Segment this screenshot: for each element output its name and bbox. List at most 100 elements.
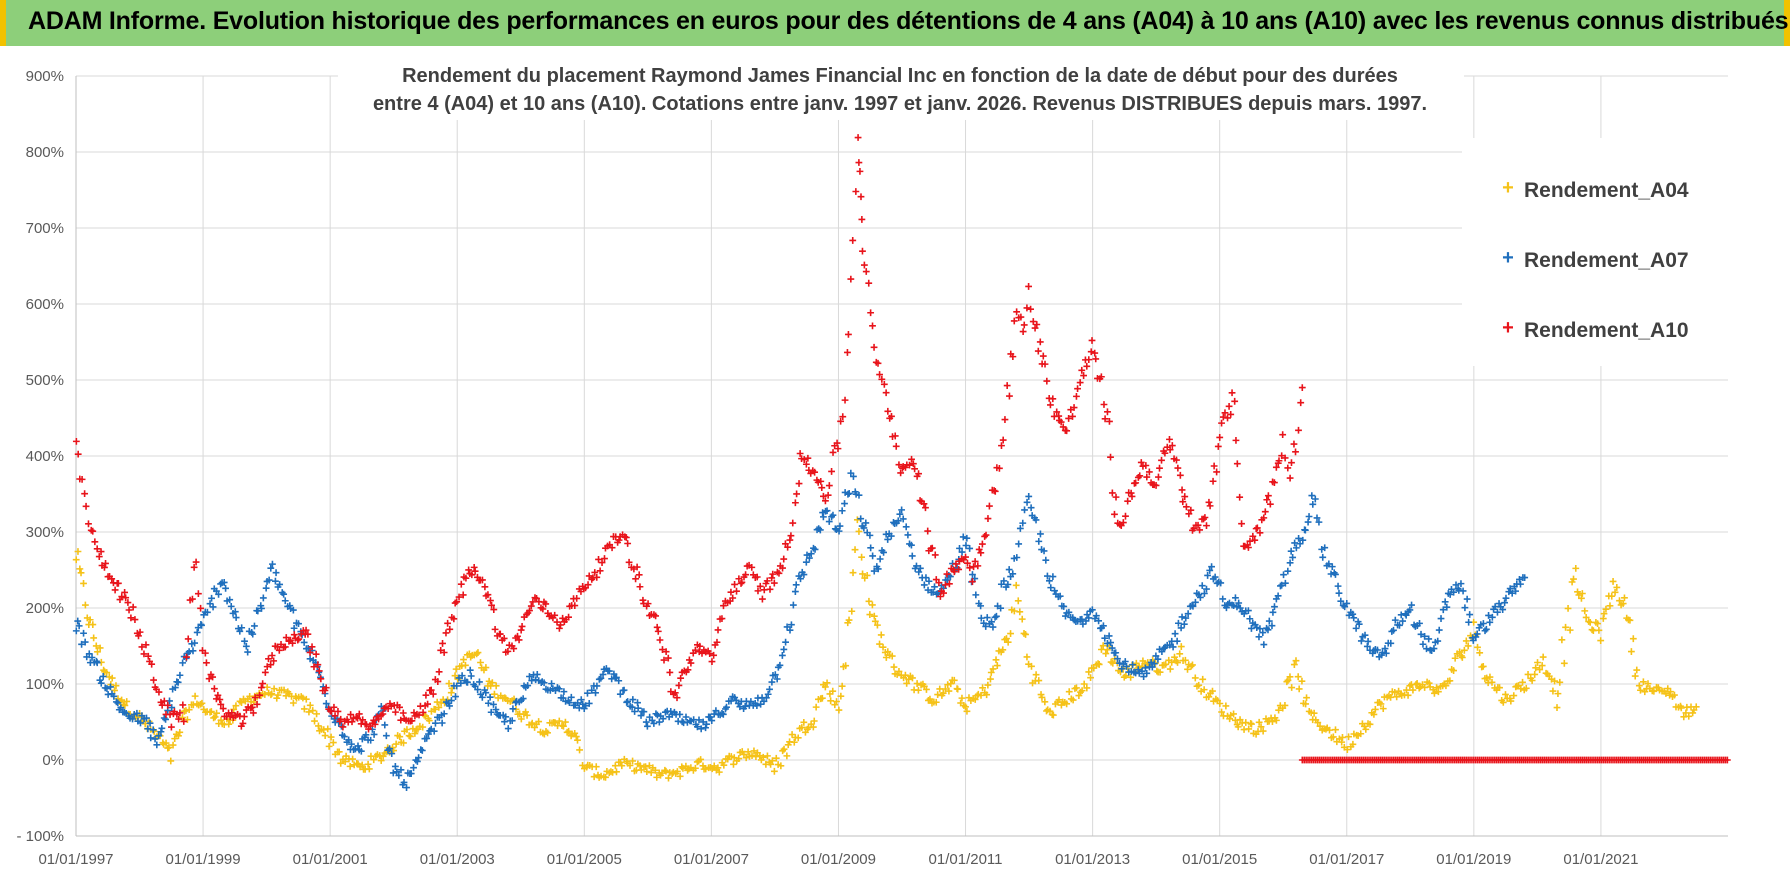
point-rendement-a04 <box>1597 637 1605 645</box>
point-rendement-a10 <box>793 490 801 498</box>
point-rendement-a10 <box>514 632 521 640</box>
point-rendement-a04 <box>315 722 322 730</box>
point-rendement-a07 <box>615 677 623 685</box>
point-rendement-a04 <box>1195 681 1203 689</box>
point-rendement-a10 <box>1286 474 1294 482</box>
point-rendement-a04 <box>1281 702 1289 709</box>
point-rendement-a04 <box>289 699 297 707</box>
legend-label-a07: Rendement_A07 <box>1524 249 1689 272</box>
point-rendement-a07 <box>983 614 991 621</box>
point-rendement-a07 <box>1021 506 1028 514</box>
point-rendement-a10 <box>1020 321 1028 329</box>
point-rendement-a10 <box>240 713 248 720</box>
point-rendement-a10 <box>542 600 550 608</box>
point-rendement-a04 <box>1370 710 1378 718</box>
point-rendement-a07 <box>902 523 910 531</box>
point-rendement-a04 <box>1502 691 1509 698</box>
point-rendement-a10 <box>89 527 97 535</box>
point-rendement-a07 <box>870 567 878 575</box>
point-rendement-a07 <box>99 673 107 680</box>
point-rendement-a04 <box>1451 654 1459 662</box>
point-rendement-a07 <box>144 725 152 733</box>
point-rendement-a07 <box>1088 606 1096 614</box>
point-rendement-a07 <box>1443 603 1451 611</box>
point-rendement-a10 <box>371 720 379 728</box>
point-rendement-a04 <box>358 761 366 769</box>
point-rendement-a07 <box>1138 667 1146 675</box>
point-rendement-a04 <box>1230 710 1237 718</box>
point-rendement-a04 <box>1629 635 1637 643</box>
point-rendement-a04 <box>794 734 802 742</box>
point-rendement-a07 <box>367 736 375 744</box>
point-rendement-a10 <box>837 417 845 425</box>
point-rendement-a10 <box>1083 362 1091 370</box>
point-rendement-a07 <box>1264 626 1272 634</box>
point-rendement-a04 <box>1616 597 1623 605</box>
point-rendement-a04 <box>1409 686 1417 694</box>
point-rendement-a10 <box>999 436 1007 444</box>
point-rendement-a04 <box>1621 594 1628 602</box>
point-rendement-a10 <box>796 450 804 457</box>
point-rendement-a07 <box>93 659 101 667</box>
point-rendement-a07 <box>1416 619 1423 627</box>
point-rendement-a04 <box>890 663 898 671</box>
point-rendement-a04 <box>884 648 892 656</box>
legend: + Rendement_A04 + Rendement_A07 + Rendem… <box>1502 177 1689 342</box>
point-rendement-a04 <box>611 762 619 770</box>
point-rendement-a04 <box>1366 720 1374 728</box>
point-rendement-a07 <box>548 680 555 688</box>
point-rendement-a04 <box>1474 643 1481 651</box>
point-rendement-a07 <box>592 689 599 697</box>
point-rendement-a04 <box>710 762 718 770</box>
point-rendement-a10 <box>1025 283 1033 290</box>
point-rendement-a04 <box>934 691 942 699</box>
point-rendement-a04 <box>752 753 760 760</box>
point-rendement-a10 <box>1288 459 1295 467</box>
point-rendement-a04 <box>602 773 609 781</box>
point-rendement-a10 <box>470 563 478 571</box>
point-rendement-a04 <box>993 662 1001 669</box>
point-rendement-a04 <box>1464 642 1472 650</box>
point-rendement-a04 <box>1156 668 1164 676</box>
point-rendement-a10 <box>468 571 476 579</box>
point-rendement-a04 <box>665 774 672 782</box>
point-rendement-a04 <box>759 753 767 761</box>
point-rendement-a10 <box>1216 434 1224 441</box>
point-rendement-a07 <box>209 603 217 611</box>
point-rendement-a10 <box>633 563 641 571</box>
point-rendement-a07 <box>1280 571 1287 579</box>
point-rendement-a07 <box>85 650 93 658</box>
point-rendement-a10 <box>179 701 187 709</box>
point-rendement-a04 <box>419 723 427 731</box>
point-rendement-a07 <box>1278 581 1286 589</box>
point-rendement-a10 <box>911 465 919 473</box>
point-rendement-a10 <box>1297 399 1305 407</box>
point-rendement-a10 <box>828 468 835 475</box>
point-rendement-a10 <box>713 638 721 646</box>
point-rendement-a07 <box>524 682 532 689</box>
point-rendement-a10 <box>876 371 883 378</box>
point-rendement-a07 <box>966 545 974 552</box>
point-rendement-a10 <box>841 396 849 404</box>
y-tick-label: 0% <box>42 752 64 769</box>
point-rendement-a07 <box>393 768 401 776</box>
point-rendement-a04 <box>485 677 493 685</box>
point-rendement-a10 <box>282 634 290 641</box>
point-rendement-a04 <box>1038 694 1046 701</box>
point-rendement-a07 <box>1060 603 1068 610</box>
point-rendement-a07 <box>869 552 877 560</box>
point-rendement-a07 <box>1355 620 1363 628</box>
point-rendement-a10 <box>1227 411 1235 418</box>
point-rendement-a04 <box>764 752 771 760</box>
point-rendement-a10 <box>601 555 608 562</box>
point-rendement-a04 <box>903 680 911 687</box>
point-rendement-a07 <box>620 686 628 694</box>
point-rendement-a07 <box>771 671 779 679</box>
point-rendement-a04 <box>1288 684 1296 691</box>
point-rendement-a07 <box>1107 639 1115 646</box>
point-rendement-a04 <box>392 740 400 748</box>
point-rendement-a07 <box>1457 580 1465 588</box>
point-rendement-a04 <box>1631 672 1639 680</box>
point-rendement-a04 <box>1248 720 1255 728</box>
point-rendement-a10 <box>1251 536 1259 544</box>
